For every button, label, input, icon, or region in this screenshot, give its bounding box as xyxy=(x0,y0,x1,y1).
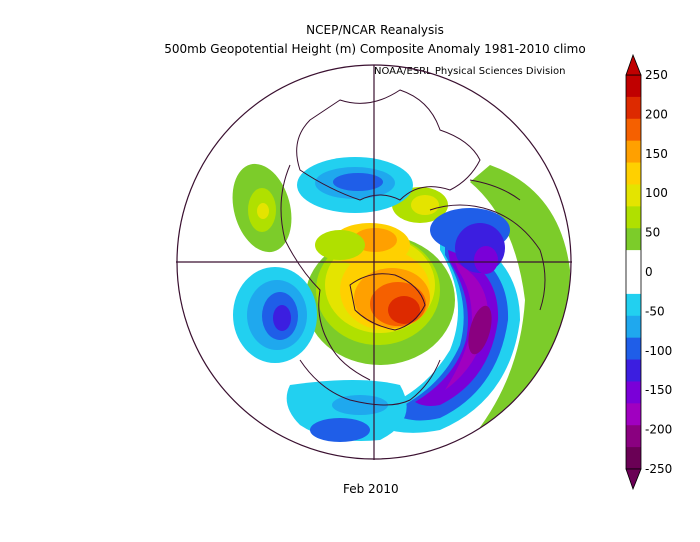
date-label: Feb 2010 xyxy=(343,482,399,496)
colorbar-tick-label: 250 xyxy=(645,68,668,82)
colorbar-cell xyxy=(626,206,641,229)
map-subtitle: 500mb Geopotential Height (m) Composite … xyxy=(164,42,586,56)
colorbar-cell xyxy=(626,337,641,361)
colorbar-tick-label: -150 xyxy=(645,383,672,397)
colorbar-tick-label: 50 xyxy=(645,226,660,240)
colorbar-tick-label: 100 xyxy=(645,186,668,200)
coastlines xyxy=(280,89,546,406)
colorbar-cell xyxy=(626,447,641,470)
colorbar-cell xyxy=(626,315,641,339)
colorbar-tick-label: -200 xyxy=(645,423,672,437)
colorbar-tick-label: 200 xyxy=(645,107,668,121)
colorbar-cell xyxy=(626,403,641,426)
colorbar-cell xyxy=(626,162,641,185)
colorbar-cell xyxy=(626,75,641,98)
colorbar-cell xyxy=(626,293,641,317)
colorbar-cell xyxy=(626,118,641,142)
anomaly-field xyxy=(232,157,570,442)
credit-label: NOAA/ESRL Physical Sciences Division xyxy=(374,66,566,77)
colorbar-top-arrow xyxy=(625,53,642,76)
colorbar-tick-label: -250 xyxy=(645,462,672,476)
colorbar-cell xyxy=(626,96,641,120)
colorbar-cell xyxy=(626,272,641,295)
colorbar-cell xyxy=(626,228,641,251)
colorbar-cell xyxy=(626,359,641,382)
colorbar-tick-label: -50 xyxy=(645,304,665,318)
colorbar-tick-label: 0 xyxy=(645,265,653,279)
colorbar-cell xyxy=(626,184,641,207)
colorbar-cell xyxy=(626,140,641,164)
map-title: NCEP/NCAR Reanalysis xyxy=(306,23,444,37)
colorbar-cell xyxy=(626,425,641,448)
colorbar-tick-label: 150 xyxy=(645,147,668,161)
colorbar-bottom-arrow xyxy=(625,468,642,491)
colorbar-cell xyxy=(626,381,641,404)
colorbar-tick-label: -100 xyxy=(645,344,672,358)
colorbar-cell xyxy=(626,250,641,273)
